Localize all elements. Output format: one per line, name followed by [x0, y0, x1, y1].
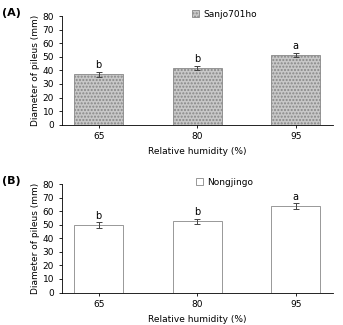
Text: b: b — [194, 54, 200, 64]
Legend: Sanjo701ho: Sanjo701ho — [192, 10, 257, 19]
Text: b: b — [96, 60, 102, 71]
Y-axis label: Diameter of pileus (mm): Diameter of pileus (mm) — [31, 15, 40, 126]
Text: b: b — [194, 207, 200, 217]
Bar — [271, 55, 320, 124]
Bar — [173, 221, 222, 292]
Text: b: b — [96, 211, 102, 221]
X-axis label: Relative humidity (%): Relative humidity (%) — [148, 315, 247, 324]
Text: (A): (A) — [2, 7, 21, 18]
X-axis label: Relative humidity (%): Relative humidity (%) — [148, 147, 247, 156]
Text: a: a — [293, 41, 299, 51]
Text: (B): (B) — [2, 176, 21, 186]
Y-axis label: Diameter of pileus (mm): Diameter of pileus (mm) — [31, 183, 40, 294]
Bar — [271, 206, 320, 292]
Bar — [74, 226, 123, 292]
Legend: Nongjingo: Nongjingo — [196, 178, 253, 187]
Bar — [173, 68, 222, 124]
Bar — [74, 74, 123, 124]
Text: a: a — [293, 191, 299, 202]
